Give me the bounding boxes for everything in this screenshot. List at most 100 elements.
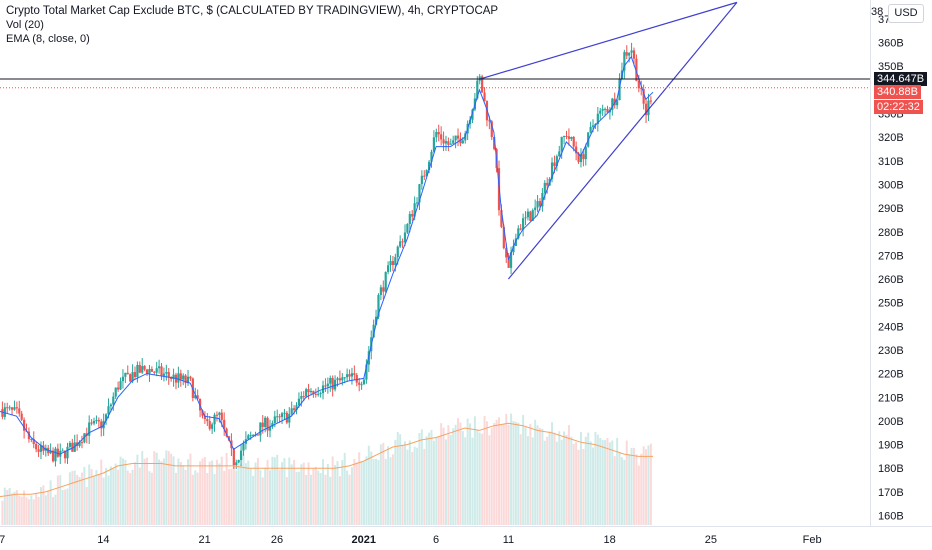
volume-bar [647,445,650,525]
candle-body [329,377,332,384]
volume-bar [13,491,16,525]
volume-bar [223,470,226,525]
candle-body [6,407,9,409]
volume-bar [143,458,146,525]
volume-bar [365,456,368,525]
volume-bar [42,485,45,525]
volume-bar [606,437,609,525]
price-tick-label: 280B [878,227,904,239]
candle-body [637,80,640,89]
candle-body [408,213,411,224]
volume-bar [367,445,370,525]
candle-body [292,408,296,411]
volume-bar [592,447,595,525]
volume-bar [49,480,52,525]
candle-body [507,257,510,268]
volume-bar [281,462,284,525]
volume-bar [565,434,568,525]
candle-body [476,80,479,99]
symbol-title[interactable]: Crypto Total Market Cap Exclude BTC, $ (… [6,5,499,17]
candle-body [394,257,397,266]
candle-body [172,374,175,379]
top-price-label-cut: 38 [871,6,884,18]
candle-body [565,135,568,137]
candle-body [90,422,93,424]
volume-bar [203,456,206,525]
volume-bar [604,440,607,525]
volume-bar [37,496,40,525]
volume-bar [146,457,149,525]
volume-bar [538,427,541,525]
volume-bar [249,468,252,525]
price-tick-label: 170B [878,487,904,499]
indicator-lines [0,55,654,498]
candle-body [162,373,166,376]
candle-body [589,126,592,133]
candle-body [227,436,231,441]
candle-body [483,92,486,102]
candle-body [49,450,52,454]
volume-bar [473,416,476,525]
volume-bar [625,440,628,525]
candle-body [155,368,158,373]
drawings[interactable] [0,1,870,280]
candle-body [312,390,315,394]
candle-body [104,414,108,421]
volume-bar [170,453,173,525]
candle-body [326,383,329,387]
candle-body [452,140,455,144]
candle-body [606,108,609,113]
volume-ma-line [0,422,653,498]
volume-bar [148,471,151,525]
candle-body [223,419,226,429]
volume-bar [637,465,640,525]
volume-bar [85,486,88,525]
candle-body [625,52,628,56]
volume-bar [413,446,416,525]
volume-bar [577,449,580,525]
volume-bar [435,437,438,525]
volume-bar [526,436,529,525]
candle-body [546,182,549,186]
volume-bar [290,464,293,525]
time-tick-label: 7 [0,534,5,546]
volume-bar [158,459,161,525]
volume-bar [322,459,325,525]
candle-body [317,393,320,395]
volume-bar [215,459,218,525]
candle-body [249,435,252,437]
candle-body [567,136,571,139]
volume-bar [476,429,479,525]
volume-bar [206,472,209,525]
volume-bar [531,437,534,525]
volume-bar [300,464,303,525]
candle-body [579,154,583,163]
volume-bar [237,461,240,525]
volume-bar [54,494,57,525]
volume-bar [307,462,310,525]
candle-body [201,410,204,416]
volume-bar [336,461,339,525]
candle-body [119,381,122,390]
volume-bar [138,467,141,525]
ema-indicator-label[interactable]: EMA (8, close, 0) [6,33,90,45]
candle-body [399,241,402,247]
time-tick-label: 11 [503,534,514,546]
candle-body [488,120,491,122]
volume-bar [534,419,537,525]
volume-indicator-label[interactable]: Vol (20) [6,19,44,31]
volume-bar [141,451,144,525]
price-tick-label: 230B [878,345,904,357]
volume-bar [264,467,267,525]
candle-body [423,175,426,177]
volume-bar [572,443,575,525]
candle-body [558,151,561,157]
volume-bar [379,444,382,525]
volume-bar [469,423,472,525]
candle-body [206,419,209,422]
volume-bar [133,462,136,525]
candle-body [529,211,532,221]
currency-button[interactable]: USD [888,4,924,23]
candle-body [628,52,631,56]
